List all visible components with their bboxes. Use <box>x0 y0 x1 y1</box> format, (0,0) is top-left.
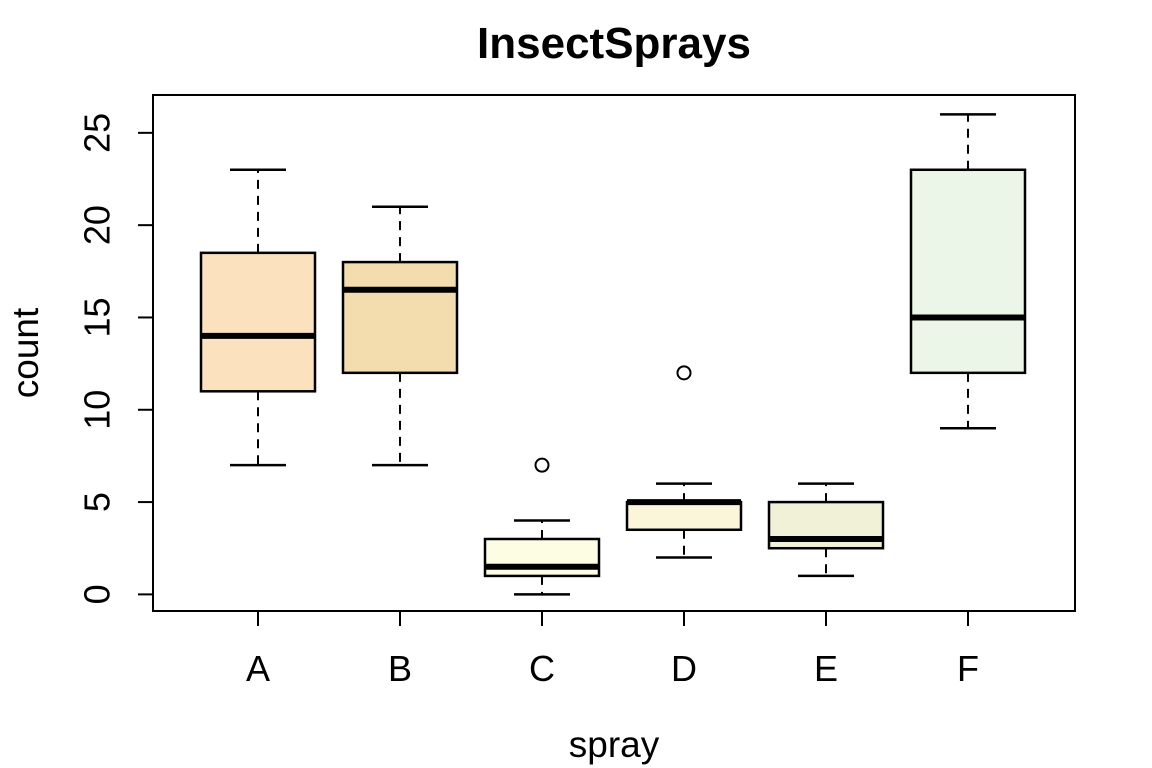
box-B <box>341 260 459 375</box>
x-tick-label-F: F <box>957 648 979 689</box>
x-tick-label-A: A <box>246 648 270 689</box>
y-tick-label-10: 10 <box>77 390 118 430</box>
y-tick-label-5: 5 <box>77 492 118 512</box>
outlier-D-12 <box>676 365 692 381</box>
chart-title: InsectSprays <box>477 19 751 68</box>
plot-border <box>152 94 1076 612</box>
y-tick-label-20: 20 <box>77 205 118 245</box>
box-F <box>909 168 1027 375</box>
x-axis-label: spray <box>568 724 660 765</box>
box-A <box>199 251 317 393</box>
outlier-C-7 <box>534 457 550 473</box>
x-tick-label-E: E <box>814 648 838 689</box>
x-tick-label-D: D <box>671 648 697 689</box>
y-axis-label: count <box>5 307 46 399</box>
y-tick-label-15: 15 <box>77 297 118 337</box>
box-C <box>483 537 601 578</box>
y-tick-label-0: 0 <box>77 584 118 604</box>
y-tick-label-25: 25 <box>77 113 118 153</box>
x-tick-label-C: C <box>529 648 555 689</box>
box-D <box>625 500 743 532</box>
x-tick-label-B: B <box>388 648 412 689</box>
